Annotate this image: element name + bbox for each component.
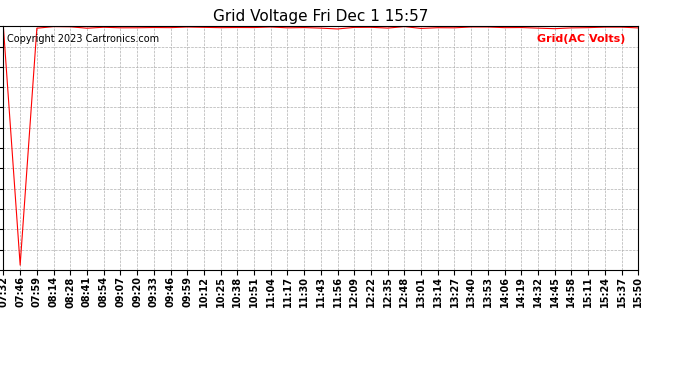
Text: Copyright 2023 Cartronics.com: Copyright 2023 Cartronics.com xyxy=(7,34,159,44)
Text: Grid(AC Volts): Grid(AC Volts) xyxy=(538,34,626,44)
Title: Grid Voltage Fri Dec 1 15:57: Grid Voltage Fri Dec 1 15:57 xyxy=(213,9,428,24)
